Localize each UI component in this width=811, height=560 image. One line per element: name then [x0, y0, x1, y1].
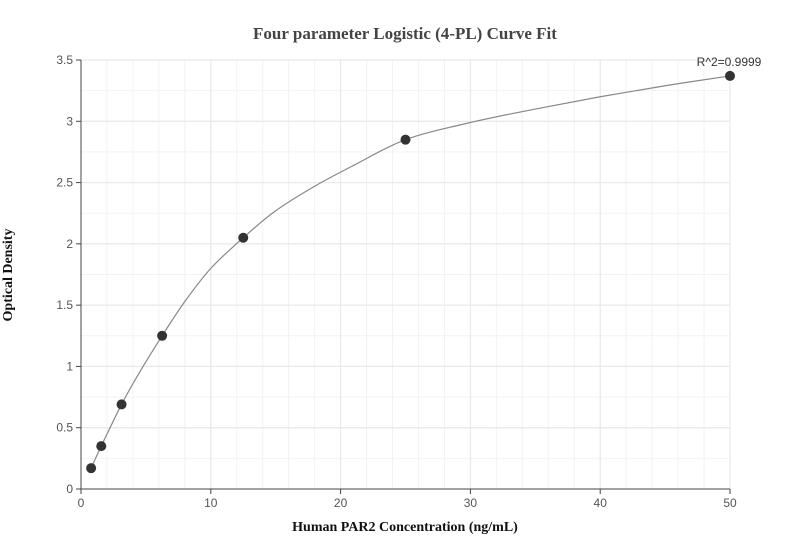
x-tick-label: 20 — [334, 496, 348, 510]
data-points — [86, 70, 735, 474]
y-tick-label: 2 — [66, 237, 73, 251]
chart-title: Four parameter Logistic (4-PL) Curve Fit — [253, 24, 557, 43]
y-axis-label: Optical Density — [1, 229, 16, 322]
fit-curve — [90, 75, 731, 469]
data-point — [725, 70, 735, 81]
data-point — [96, 441, 107, 452]
data-point — [400, 134, 411, 145]
y-tick-label: 3 — [66, 114, 73, 128]
grid — [80, 59, 731, 490]
y-tick-label: 1.5 — [56, 298, 73, 312]
x-tick-label: 0 — [78, 496, 85, 510]
x-tick-label: 10 — [204, 496, 218, 510]
y-tick-label: 3.5 — [56, 53, 73, 67]
y-tick-label: 1 — [66, 359, 73, 373]
x-tick-label: 30 — [464, 496, 478, 510]
y-tick-label: 0 — [66, 482, 73, 496]
r-squared-annotation: R^2=0.9999 — [697, 55, 762, 69]
data-point — [116, 399, 127, 410]
data-point — [157, 330, 168, 341]
tick-labels: 0 10 20 30 40 50 0 0.5 1 1.5 2 2.5 3 3.5 — [56, 53, 737, 510]
y-tick-label: 0.5 — [56, 421, 73, 435]
x-tick-label: 40 — [594, 496, 608, 510]
axes — [76, 59, 731, 494]
x-tick-label: 50 — [723, 496, 737, 510]
y-tick-label: 2.5 — [56, 176, 73, 190]
data-point — [86, 463, 97, 474]
data-point — [238, 232, 249, 243]
x-axis-label: Human PAR2 Concentration (ng/mL) — [292, 520, 518, 535]
